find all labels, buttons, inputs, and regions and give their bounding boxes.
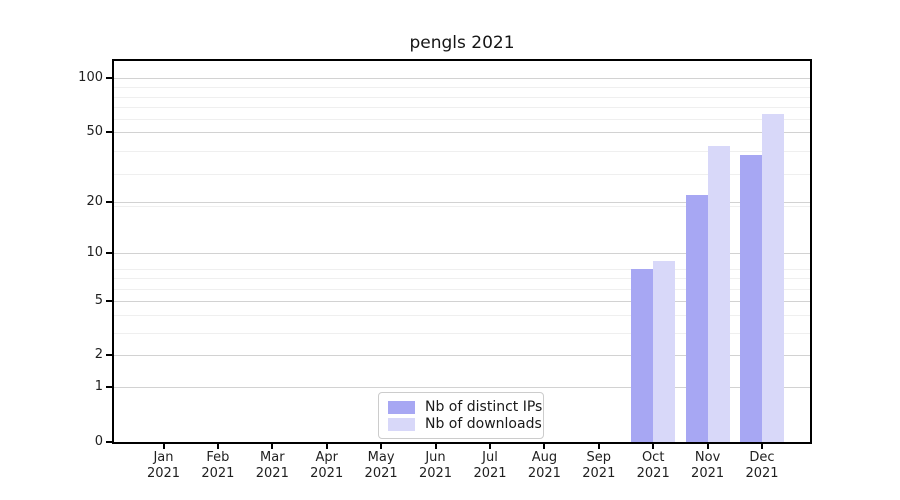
legend-swatch-distinct-ips xyxy=(388,400,415,414)
x-axis-tick xyxy=(380,444,383,449)
y-gridline-minor xyxy=(114,151,810,153)
y-gridline-major xyxy=(114,253,810,254)
x-axis-tick-label: May 2021 xyxy=(364,450,398,481)
bar-downloads-dec xyxy=(762,114,784,442)
y-axis-tick xyxy=(106,386,112,389)
x-axis-tick-label: Sep 2021 xyxy=(582,450,616,481)
x-axis-tick-label: Feb 2021 xyxy=(201,450,235,481)
x-axis-tick xyxy=(652,444,655,449)
x-axis-tick xyxy=(434,444,437,449)
x-axis-tick-label: Dec 2021 xyxy=(745,450,779,481)
legend: Nb of distinct IPs Nb of downloads xyxy=(378,392,544,439)
x-axis-tick-label: Apr 2021 xyxy=(310,450,344,481)
x-axis-tick xyxy=(489,444,491,449)
bar-downloads-nov xyxy=(707,145,730,442)
x-axis-tick xyxy=(325,444,328,449)
x-axis-tick-label: Aug 2021 xyxy=(527,450,561,481)
x-axis-tick-label: Mar 2021 xyxy=(255,450,289,481)
x-axis-tick-label: Nov 2021 xyxy=(691,450,725,481)
y-gridline-minor xyxy=(114,278,810,280)
x-axis-tick xyxy=(271,444,274,449)
y-axis-tick xyxy=(106,441,112,443)
y-axis-tick xyxy=(106,131,112,134)
y-axis-tick xyxy=(106,77,112,80)
y-gridline-minor xyxy=(114,96,810,98)
y-axis-tick xyxy=(106,354,112,357)
y-axis-tick-label: 0 xyxy=(94,434,103,449)
x-axis-tick xyxy=(706,444,709,449)
y-gridline-major xyxy=(114,132,810,134)
x-axis-tick xyxy=(543,444,546,449)
x-axis-tick-label: Jul 2021 xyxy=(473,450,507,481)
x-axis-tick-label: Jan 2021 xyxy=(146,450,181,481)
y-gridline-minor xyxy=(114,107,810,109)
bar-distinct-ips-dec xyxy=(740,155,762,442)
y-gridline-major xyxy=(114,78,810,80)
y-axis-tick-label: 1 xyxy=(94,379,103,395)
y-gridline-major xyxy=(114,355,810,357)
y-gridline-minor xyxy=(114,288,810,290)
y-gridline-minor xyxy=(114,205,810,207)
y-gridline-minor xyxy=(114,87,810,89)
x-axis-tick xyxy=(761,444,763,449)
legend-item: Nb of distinct IPs xyxy=(388,399,542,415)
x-axis-tick-label: Oct 2021 xyxy=(636,450,670,481)
y-axis-tick xyxy=(106,252,112,254)
y-axis-tick-label: 5 xyxy=(94,292,103,308)
y-axis-tick-label: 50 xyxy=(86,124,103,140)
y-gridline-major xyxy=(114,387,810,389)
y-gridline-minor xyxy=(114,268,810,270)
y-axis-tick xyxy=(106,299,112,302)
y-axis-tick xyxy=(106,201,112,203)
y-axis-tick-label: 20 xyxy=(86,194,103,209)
x-axis-tick xyxy=(597,444,600,449)
plot-area xyxy=(112,59,812,444)
bar-distinct-ips-nov xyxy=(685,194,708,442)
y-gridline-major xyxy=(114,202,810,203)
y-gridline-minor xyxy=(114,315,810,317)
x-axis-tick xyxy=(162,444,165,449)
y-gridline-minor xyxy=(114,332,810,334)
y-gridline-major xyxy=(114,300,810,302)
legend-label: Nb of distinct IPs xyxy=(425,399,543,415)
chart-title: pengls 2021 xyxy=(409,33,515,53)
y-axis-tick-label: 100 xyxy=(78,70,103,86)
x-axis-tick-label: Jun 2021 xyxy=(418,450,453,481)
y-gridline-minor xyxy=(114,173,810,175)
bar-distinct-ips-oct xyxy=(631,268,654,442)
y-axis-tick-label: 10 xyxy=(86,245,103,260)
legend-label: Nb of downloads xyxy=(425,416,542,432)
bar-downloads-oct xyxy=(653,260,676,442)
legend-item: Nb of downloads xyxy=(388,416,542,432)
legend-swatch-downloads xyxy=(388,417,415,431)
y-gridline-minor xyxy=(114,119,810,121)
x-axis-tick xyxy=(216,444,219,449)
y-axis-tick-label: 2 xyxy=(94,347,103,363)
